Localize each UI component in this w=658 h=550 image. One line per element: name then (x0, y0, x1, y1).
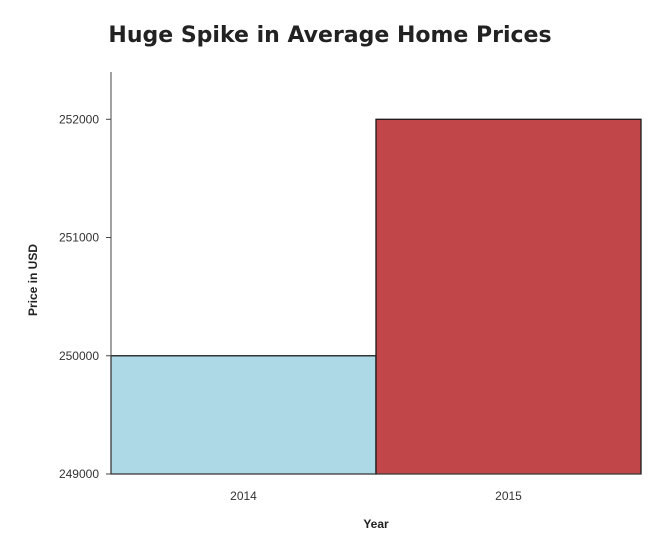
x-axis-label: Year (363, 517, 389, 531)
bar-2014 (110, 355, 377, 475)
y-tick-label-251000: 251000 (59, 231, 99, 245)
x-tick-label-2014: 2014 (230, 489, 257, 503)
y-tick-label-250000: 250000 (59, 349, 99, 363)
y-axis-ticks: 249000 250000 251000 252000 (59, 112, 111, 481)
y-axis-label: Price in USD (26, 244, 40, 316)
y-tick-label-249000: 249000 (59, 467, 99, 481)
x-axis-ticks: 2014 2015 (230, 489, 522, 503)
axes (110, 72, 641, 475)
bars (110, 118, 642, 475)
y-tick-label-252000: 252000 (59, 112, 99, 126)
chart-title: Huge Spike in Average Home Prices (108, 23, 551, 48)
bar-2015 (375, 118, 642, 475)
x-tick-label-2015: 2015 (495, 489, 522, 503)
